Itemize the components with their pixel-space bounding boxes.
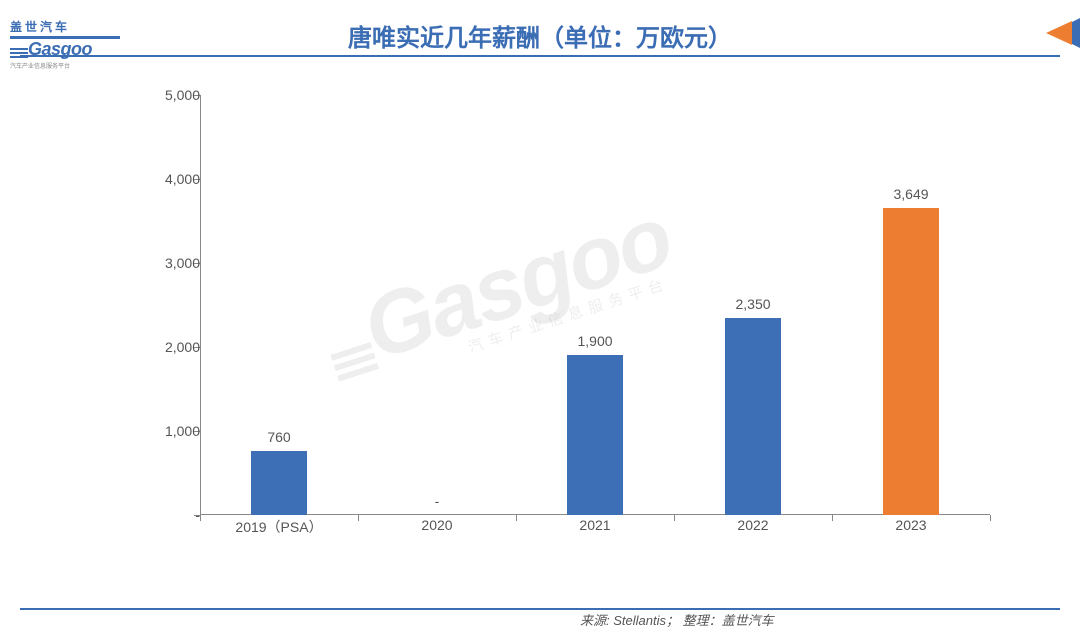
x-tick — [990, 515, 991, 521]
x-axis-label: 2023 — [895, 517, 926, 533]
x-axis-label: 2020 — [421, 517, 452, 533]
bar — [725, 318, 781, 515]
x-tick — [674, 515, 675, 521]
chart-title: 唐唯实近几年薪酬（单位：万欧元） — [348, 18, 732, 53]
logo-subtitle: 汽车产业信息服务平台 — [10, 61, 120, 70]
bar — [567, 355, 623, 515]
header-rule — [20, 55, 1060, 57]
source-text: 来源: Stellantis； 整理：盖世汽车 — [580, 610, 774, 629]
logo-lines-icon — [10, 46, 28, 60]
y-axis-label: - — [145, 507, 200, 523]
bar-value-label: 1,900 — [577, 333, 612, 349]
bar — [883, 208, 939, 515]
x-axis-label: 2022 — [737, 517, 768, 533]
x-axis-label: 2019（PSA） — [235, 517, 322, 537]
header: 盖世汽车 Gasgoo 汽车产业信息服务平台 唐唯实近几年薪酬（单位：万欧元） — [0, 0, 1080, 60]
plot-area: 760 - 1,900 2,350 3,649 — [200, 95, 990, 515]
footer-rule — [20, 608, 1060, 610]
y-axis-label: 5,000 — [145, 87, 200, 103]
corner-arrow-icon — [1032, 18, 1080, 48]
y-axis — [200, 95, 201, 515]
bar-value-label: 3,649 — [893, 186, 928, 202]
x-tick — [358, 515, 359, 521]
y-axis-label: 2,000 — [145, 339, 200, 355]
y-axis-label: 1,000 — [145, 423, 200, 439]
logo: 盖世汽车 Gasgoo 汽车产业信息服务平台 — [10, 18, 120, 70]
x-tick — [200, 515, 201, 521]
bar-value-label: 2,350 — [735, 296, 770, 312]
y-axis-label: 3,000 — [145, 255, 200, 271]
logo-cn-text: 盖世汽车 — [10, 18, 120, 39]
x-axis-label: 2021 — [579, 517, 610, 533]
y-axis-label: 4,000 — [145, 171, 200, 187]
x-tick — [832, 515, 833, 521]
bar — [251, 451, 307, 515]
bar-value-label: - — [435, 493, 440, 509]
x-tick — [516, 515, 517, 521]
bar-chart: Gasgoo 汽车产业信息服务平台 760-1,9002,3503,649 -1… — [140, 85, 1000, 565]
bar-value-label: 760 — [267, 429, 290, 445]
